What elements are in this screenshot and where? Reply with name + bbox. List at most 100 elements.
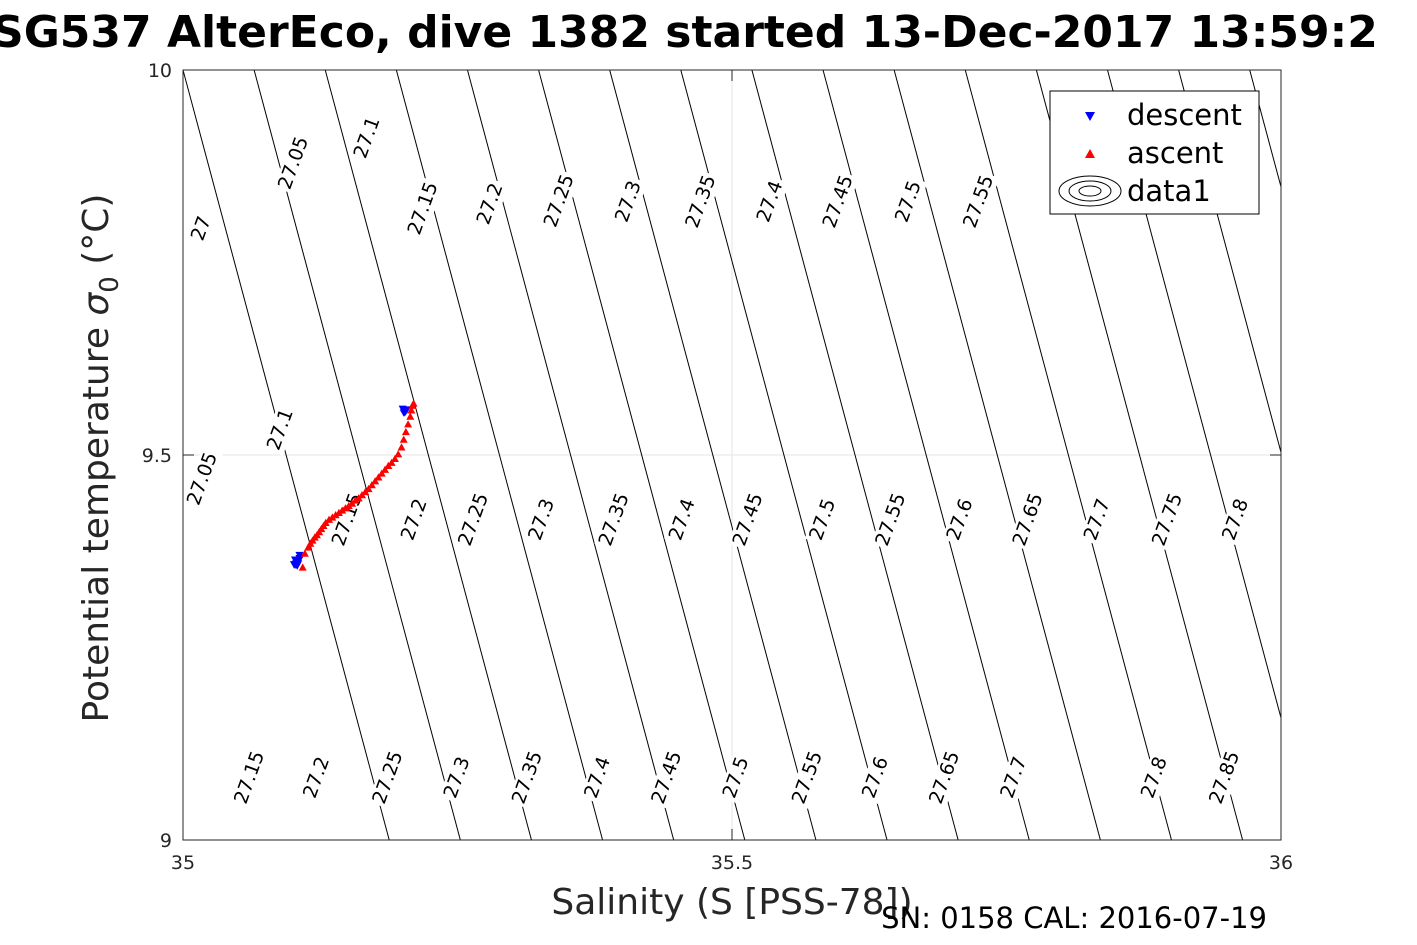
ascent-point xyxy=(300,549,309,557)
ascent-point xyxy=(371,477,380,485)
y-tick-label-10: 10 xyxy=(148,60,172,82)
legend-label-ascent: ascent xyxy=(1127,136,1223,170)
density-contour-line xyxy=(751,70,959,840)
ascent-point xyxy=(334,508,343,516)
y-axis-label-subscript: 0 xyxy=(95,276,125,293)
descent-point xyxy=(399,409,408,417)
series-ascent xyxy=(298,399,418,571)
contour-label-background xyxy=(751,175,789,228)
contour-label-background xyxy=(1008,488,1049,551)
y-axis-label-main: Potential temperature xyxy=(76,316,117,723)
chart-title: SG537 AlterEco, dive 1382 started 13-Dec… xyxy=(0,7,1378,58)
legend-descent-marker xyxy=(1085,112,1095,121)
density-contour-line xyxy=(680,70,888,840)
ascent-point xyxy=(377,469,386,477)
contour-label-background xyxy=(818,170,859,233)
y-axis-label-unit: (°C) xyxy=(76,194,117,277)
contour-label-background xyxy=(186,212,217,246)
legend-label-descent: descent xyxy=(1127,98,1242,132)
contour-label-background xyxy=(680,170,722,233)
ascent-point xyxy=(367,481,376,489)
legend-label-data1: data1 xyxy=(1127,174,1211,208)
contour-label-background xyxy=(995,751,1033,804)
density-contour-line xyxy=(822,70,1030,840)
contour-label-background xyxy=(348,111,387,165)
contour-label-background xyxy=(471,177,509,231)
density-contour-line xyxy=(324,70,532,840)
contour-label-background xyxy=(1079,493,1117,546)
legend-ascent-marker xyxy=(1085,149,1095,158)
ascent-point xyxy=(351,496,360,504)
data-series xyxy=(289,399,418,571)
contour-label-background xyxy=(804,493,842,546)
ascent-point xyxy=(298,563,307,571)
x-axis-label: Salinity (S [PSS-78]) xyxy=(551,882,912,923)
contour-label-background xyxy=(453,488,495,551)
contour-label-background xyxy=(182,447,224,511)
ascent-point xyxy=(387,458,396,466)
contour-label-background xyxy=(787,746,829,809)
ascent-point xyxy=(325,515,334,523)
contour-label-background xyxy=(438,751,477,804)
contour-label-background xyxy=(1147,488,1189,551)
contour-label-background xyxy=(924,746,966,809)
contour-label-background xyxy=(890,175,928,228)
ascent-point xyxy=(364,484,373,493)
legend: descent ascent data1 xyxy=(1049,90,1260,215)
density-contour-line xyxy=(893,70,1101,840)
contour-label-background xyxy=(273,131,315,195)
contour-label-background xyxy=(870,488,912,551)
x-tick-label-35-5: 35.5 xyxy=(711,852,753,874)
legend-data1-contour-icon xyxy=(1058,175,1122,207)
ascent-point xyxy=(374,473,383,481)
ascent-point xyxy=(331,511,340,519)
contour-label-background xyxy=(610,175,648,228)
ascent-point xyxy=(404,420,413,428)
serial-calibration-note: SN: 0158 CAL: 2016-07-19 xyxy=(881,901,1267,935)
contour-label-background xyxy=(262,403,300,456)
contour-label-background xyxy=(958,170,1000,233)
descent-point xyxy=(290,556,299,564)
contour-label-background xyxy=(396,493,434,546)
ascent-point xyxy=(338,506,347,514)
density-contour-line xyxy=(183,70,390,840)
ascent-point xyxy=(409,399,418,407)
density-contour-line xyxy=(538,70,746,840)
y-axis-label: Potential temperature σ0 (°C) xyxy=(76,194,125,723)
contour-label-background xyxy=(857,751,895,804)
legend-box xyxy=(1049,90,1260,215)
contour-label-background xyxy=(539,169,580,233)
ascent-point xyxy=(304,543,313,551)
ascent-point xyxy=(328,513,337,521)
contour-label-background xyxy=(941,493,979,546)
descent-point xyxy=(295,551,304,560)
contour-label-background xyxy=(728,488,769,551)
ascent-point xyxy=(399,435,408,443)
contour-label-background xyxy=(327,488,369,551)
contour-label-background xyxy=(594,488,635,551)
ascent-point xyxy=(406,412,415,420)
contour-label-background xyxy=(507,746,549,809)
ascent-point xyxy=(341,504,350,512)
contour-label-background xyxy=(298,751,336,804)
contour-label-background xyxy=(664,493,702,546)
ascent-point xyxy=(401,427,410,436)
ascent-point xyxy=(344,501,353,510)
density-contour-line xyxy=(964,70,1172,840)
y-tick-label-9-5: 9.5 xyxy=(142,445,172,467)
ascent-point xyxy=(381,465,390,473)
density-contour-line xyxy=(253,70,461,840)
axis-ticks xyxy=(182,69,1282,841)
contour-label-background xyxy=(646,746,688,809)
y-tick-label-9: 9 xyxy=(160,830,172,852)
ascent-point xyxy=(397,443,406,451)
contour-label-background xyxy=(523,493,561,546)
density-contour-line xyxy=(609,70,817,840)
contour-label-background xyxy=(1136,751,1174,804)
y-axis-label-symbol: σ xyxy=(76,292,117,316)
contour-label-background xyxy=(1204,746,1246,809)
descent-point xyxy=(398,405,407,413)
ascent-point xyxy=(390,454,399,463)
